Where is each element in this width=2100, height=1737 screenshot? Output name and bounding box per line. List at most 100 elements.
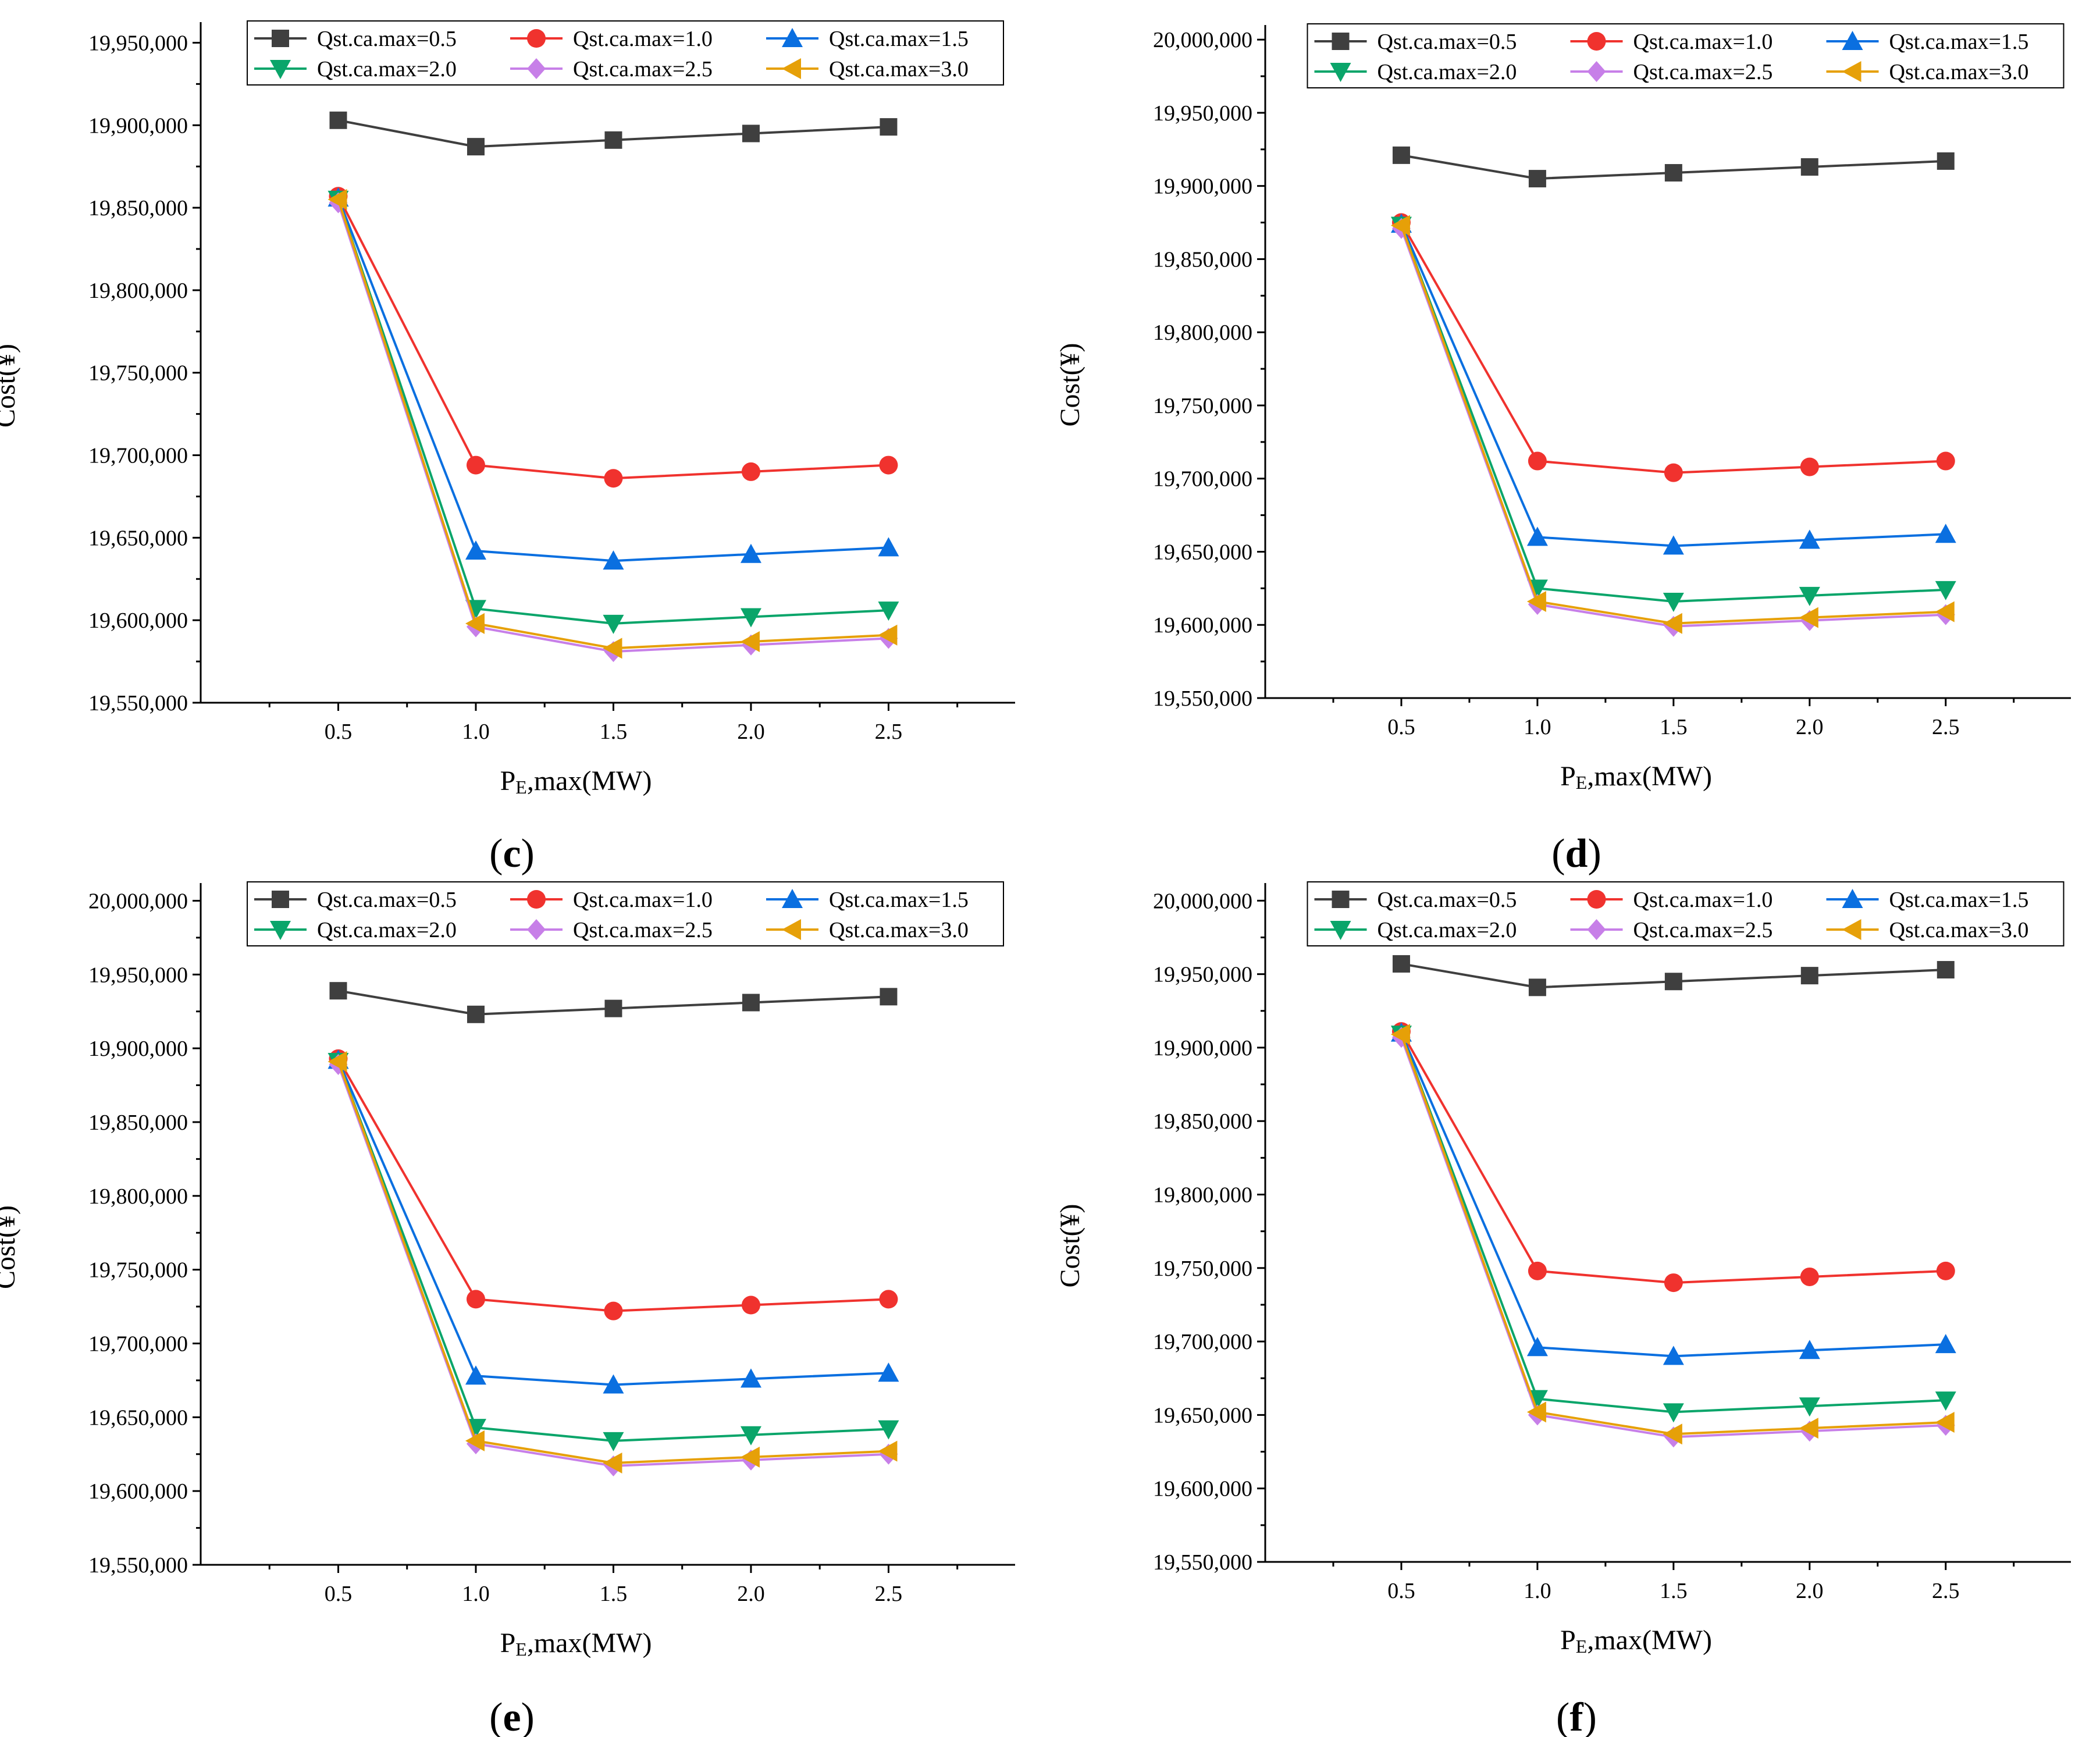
data-point (742, 994, 760, 1012)
data-point (1935, 1412, 1955, 1433)
legend: Qst.ca.max=0.5 Qst.ca.max=1.0 Qst.ca.max=1… (247, 20, 1004, 86)
series-line (337, 1059, 889, 1386)
legend-entry: Qst.ca.max=3.0 (1889, 918, 2029, 942)
y-tick-label: 19,950,000 (88, 963, 188, 987)
data-point (740, 608, 761, 628)
y-tick-label: 19,700,000 (1153, 467, 1252, 492)
data-point (604, 999, 622, 1017)
legend-entry: Qst.ca.max=2.0 (317, 57, 457, 81)
series-line (337, 1061, 889, 1464)
y-tick-label: 19,800,000 (88, 279, 188, 303)
legend-marker (527, 29, 546, 48)
y-tick-label: 19,950,000 (1153, 963, 1252, 987)
data-point (1392, 146, 1410, 164)
x-tick-label: 0.5 (1387, 1579, 1415, 1603)
data-point (603, 550, 624, 570)
legend-box (247, 881, 1004, 946)
legend-entry: Qst.ca.max=3.0 (829, 918, 969, 942)
data-point (879, 455, 898, 475)
series-line (337, 1064, 889, 1468)
y-tick-label: 19,600,000 (1153, 613, 1252, 638)
y-tick-label: 19,650,000 (88, 1405, 188, 1430)
series-line (337, 1058, 889, 1312)
data-point (1663, 1423, 1682, 1445)
panel-label: (d) (1551, 831, 1601, 876)
y-tick-label: 19,600,000 (88, 1479, 188, 1504)
y-tick-label: 19,600,000 (1153, 1477, 1252, 1501)
data-point (740, 543, 761, 563)
data-point (1392, 955, 1410, 973)
chart-panel-f: 19,550,000 19,600,000 19,650,000 19,700,000… (1055, 881, 2071, 1737)
x-axis-title: PE,max(MW) (1560, 761, 1712, 793)
data-point (1664, 164, 1682, 182)
data-point (1799, 529, 1820, 549)
y-tick-label: 19,700,000 (1153, 1330, 1252, 1354)
data-point (1936, 1261, 1955, 1280)
x-axis-title: PE,max(MW) (500, 1628, 652, 1660)
data-point (740, 1446, 760, 1468)
y-tick-label: 19,900,000 (1153, 175, 1252, 199)
legend-entry: Qst.ca.max=1.5 (1889, 888, 2029, 912)
x-tick-label: 1.5 (1660, 1579, 1688, 1603)
data-point (1528, 451, 1547, 471)
data-point (329, 111, 347, 129)
legend-marker (1587, 890, 1606, 909)
data-point (1800, 967, 1818, 985)
legend: Qst.ca.max=0.5 Qst.ca.max=1.0 Qst.ca.max=1… (1307, 23, 2065, 88)
x-tick-label: 1.0 (1524, 715, 1551, 739)
y-tick-label: 19,750,000 (1153, 394, 1252, 418)
data-point (603, 614, 624, 634)
legend-entry: Qst.ca.max=0.5 (317, 27, 457, 51)
data-point (1664, 1273, 1683, 1293)
panel-label: (c) (489, 831, 535, 876)
legend-entry: Qst.ca.max=2.0 (317, 918, 457, 942)
data-point (1799, 607, 1818, 628)
y-axis-title: Cost(¥) (1055, 343, 1085, 427)
data-point (740, 1426, 761, 1446)
legend-marker (1330, 63, 1351, 82)
data-point (1799, 1418, 1818, 1439)
data-point (603, 1432, 624, 1451)
y-tick-label: 19,750,000 (1153, 1257, 1252, 1281)
data-point (741, 1295, 760, 1315)
y-axis-title: Cost(¥) (1055, 1204, 1085, 1288)
data-point (1799, 1340, 1820, 1359)
data-point (878, 1362, 899, 1382)
series-line (337, 195, 889, 480)
x-tick-label: 2.5 (875, 1582, 903, 1606)
data-point (1936, 451, 1955, 471)
y-tick-label: 19,550,000 (1153, 686, 1252, 711)
legend-entry: Qst.ca.max=1.5 (1889, 30, 2029, 54)
legend-marker (272, 891, 289, 908)
legend-marker (527, 58, 546, 79)
y-tick-label: 19,850,000 (88, 196, 188, 220)
data-point (328, 188, 347, 210)
data-point (1663, 1346, 1684, 1365)
panel-label: (f) (1556, 1695, 1597, 1737)
series-line (1400, 1037, 1946, 1439)
data-point (1663, 613, 1682, 634)
data-point (1935, 524, 1956, 543)
y-tick-label: 19,800,000 (88, 1184, 188, 1209)
data-point (603, 1452, 622, 1473)
data-point (604, 1301, 623, 1320)
series-line (1400, 1034, 1946, 1436)
data-point (1800, 158, 1818, 176)
data-point (1935, 581, 1956, 600)
y-tick-label: 19,900,000 (1153, 1036, 1252, 1060)
legend-marker (272, 30, 289, 47)
data-point (1663, 535, 1684, 555)
y-tick-label: 19,650,000 (88, 526, 188, 550)
data-point (329, 982, 347, 1000)
x-tick-label: 1.0 (1524, 1579, 1551, 1603)
legend-marker (270, 921, 291, 940)
data-point (1663, 1403, 1684, 1423)
legend-box (1307, 23, 2065, 88)
data-point (1935, 1391, 1956, 1411)
x-tick-label: 2.5 (1932, 715, 1960, 739)
x-axis-title: PE,max(MW) (500, 766, 652, 798)
data-point (878, 537, 899, 557)
data-point (1528, 1261, 1547, 1280)
legend-entry: Qst.ca.max=0.5 (1378, 30, 1517, 54)
